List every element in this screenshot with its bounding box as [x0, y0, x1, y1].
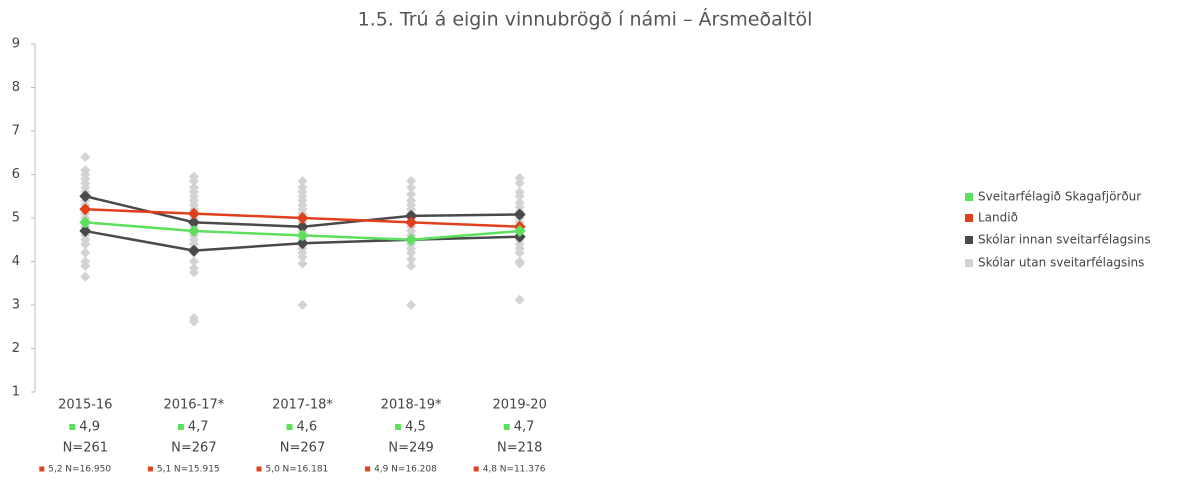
value-label: 4,9 — [79, 420, 100, 435]
point — [80, 260, 91, 271]
point — [297, 258, 308, 269]
marker — [187, 244, 200, 257]
marker — [405, 233, 418, 246]
marker — [296, 212, 309, 224]
value-label: 5,2 — [48, 465, 62, 475]
legend-swatch — [965, 214, 973, 222]
legend-label: Sveitarfélagið Skagafjörður — [978, 190, 1141, 204]
point — [514, 172, 525, 183]
y-tick-label: 6 — [12, 167, 20, 182]
marker — [187, 216, 200, 229]
y-tick-label: 3 — [12, 298, 20, 313]
legend-swatch — [473, 466, 479, 472]
marker — [405, 209, 418, 222]
point — [297, 176, 308, 187]
y-tick-label: 4 — [12, 254, 20, 269]
n-label: N=267 — [171, 441, 216, 456]
point — [514, 294, 525, 305]
value-label: 4,8 — [483, 465, 498, 475]
legend-swatch — [177, 424, 184, 430]
x-tick-label: 2018-19* — [381, 398, 442, 413]
y-tick-label: 2 — [12, 341, 20, 356]
legend-swatch — [965, 259, 973, 267]
y-tick-label: 9 — [12, 37, 20, 52]
legend-swatch — [965, 236, 973, 244]
marker — [296, 220, 309, 233]
legend-label: Skólar innan sveitarfélagsins — [978, 233, 1151, 247]
point — [80, 152, 91, 163]
x-tick-label: 2017-18* — [272, 398, 333, 413]
point — [406, 176, 417, 187]
n-label: N=11.376 — [500, 465, 546, 475]
marker — [405, 216, 418, 229]
marker — [79, 216, 92, 229]
y-tick-label: 1 — [12, 385, 20, 400]
n-label: N=16.208 — [391, 465, 437, 475]
legend-swatch — [69, 424, 76, 430]
value-label: 4,6 — [297, 420, 318, 435]
point — [406, 254, 417, 265]
point — [406, 247, 417, 258]
n-label: N=249 — [388, 441, 433, 456]
marker — [79, 225, 92, 238]
marker — [513, 208, 526, 221]
legend-swatch — [39, 466, 45, 472]
point — [80, 247, 91, 258]
n-label: N=15.915 — [174, 465, 220, 475]
point — [406, 260, 417, 271]
marker — [79, 203, 92, 216]
point — [297, 252, 308, 263]
point — [188, 316, 199, 327]
marker — [187, 207, 200, 220]
x-tick-label: 2019-20 — [493, 398, 547, 413]
point — [514, 178, 525, 189]
marker — [79, 190, 92, 203]
value-label: 4,7 — [514, 420, 535, 435]
legend-swatch — [965, 193, 973, 201]
x-tick-label: 2016-17* — [163, 398, 224, 413]
n-label: N=16.950 — [65, 465, 111, 475]
n-label: N=261 — [63, 441, 108, 456]
legend-swatch — [147, 466, 153, 472]
n-label: N=267 — [280, 441, 325, 456]
marker — [187, 225, 200, 238]
marker — [513, 225, 526, 238]
legend-swatch — [503, 424, 510, 430]
point — [80, 239, 91, 250]
n-label: N=16.181 — [283, 465, 329, 475]
legend-label: Skólar utan sveitarfélagsins — [978, 256, 1144, 270]
point — [514, 191, 525, 202]
y-tick-label: 8 — [12, 80, 20, 95]
legend-swatch — [395, 424, 402, 430]
legend-swatch — [256, 466, 262, 472]
point — [406, 189, 417, 200]
point — [297, 300, 308, 310]
marker — [296, 237, 309, 250]
x-tick-label: 2015-16 — [58, 398, 112, 413]
value-label: 4,9 — [374, 465, 389, 475]
point — [406, 300, 417, 310]
n-label: N=218 — [497, 441, 542, 456]
point — [80, 271, 91, 282]
value-label: 4,7 — [188, 420, 209, 435]
legend-label: Landið — [978, 211, 1018, 225]
legend-swatch — [365, 466, 371, 472]
y-tick-label: 5 — [12, 211, 20, 226]
point — [406, 182, 417, 193]
marker — [296, 229, 309, 242]
point — [188, 267, 199, 278]
value-label: 4,5 — [405, 420, 426, 435]
point — [188, 256, 199, 267]
value-label: 5,0 — [266, 465, 281, 475]
point — [188, 176, 199, 187]
point — [514, 247, 525, 258]
chart-title: 1.5. Trú á eigin vinnubrögð í námi – Árs… — [358, 8, 813, 31]
point — [514, 258, 525, 269]
y-tick-label: 7 — [12, 124, 20, 139]
value-label: 5,1 — [157, 465, 171, 475]
legend-swatch — [286, 424, 293, 430]
